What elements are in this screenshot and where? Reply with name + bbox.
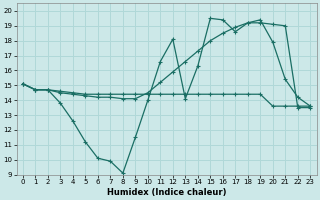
X-axis label: Humidex (Indice chaleur): Humidex (Indice chaleur) [107, 188, 226, 197]
